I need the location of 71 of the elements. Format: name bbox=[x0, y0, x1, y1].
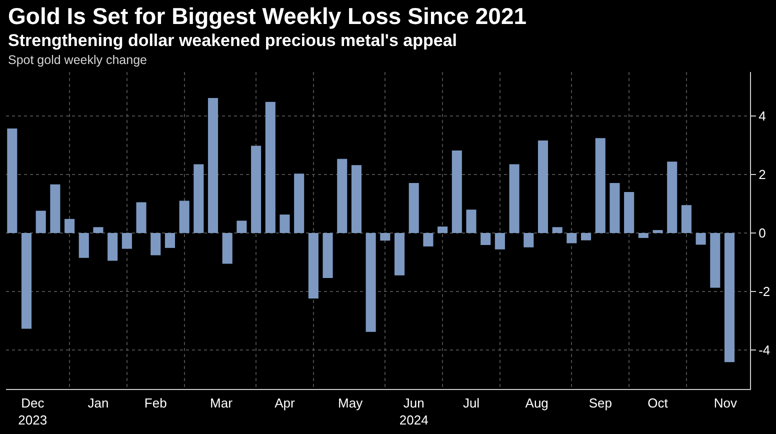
bar bbox=[164, 232, 175, 248]
bar bbox=[366, 232, 376, 332]
bar bbox=[524, 232, 534, 248]
bar bbox=[294, 174, 304, 233]
bar bbox=[322, 232, 333, 278]
bar bbox=[50, 184, 60, 233]
chart-subtitle: Strengthening dollar weakened precious metal's appeal bbox=[8, 31, 457, 50]
bar bbox=[236, 220, 247, 233]
bar bbox=[494, 232, 505, 250]
bar bbox=[179, 200, 190, 233]
bar bbox=[108, 232, 118, 261]
bar bbox=[652, 230, 663, 233]
bar bbox=[7, 128, 18, 233]
bar bbox=[552, 227, 562, 233]
bar bbox=[194, 164, 204, 233]
bar bbox=[337, 158, 348, 233]
bar bbox=[509, 164, 520, 233]
x-tick-label: Nov bbox=[714, 396, 738, 411]
bar bbox=[681, 205, 692, 233]
bar bbox=[265, 102, 276, 233]
x-tick-label: Jan bbox=[88, 396, 109, 411]
bar bbox=[696, 232, 706, 245]
bar bbox=[380, 232, 390, 241]
x-tick-label: Mar bbox=[210, 396, 234, 411]
bar bbox=[452, 150, 462, 233]
bar bbox=[438, 226, 448, 233]
y-tick-label: -4 bbox=[758, 342, 770, 358]
y-tick-label: 4 bbox=[758, 108, 766, 124]
bar bbox=[480, 232, 491, 245]
x-tick-label: Sep bbox=[588, 396, 612, 411]
bar bbox=[251, 146, 262, 233]
bar bbox=[710, 232, 720, 288]
bar bbox=[280, 214, 290, 233]
bar bbox=[581, 232, 592, 240]
bar bbox=[351, 165, 362, 233]
bar bbox=[566, 232, 577, 244]
x-tick-label: Feb bbox=[144, 396, 167, 411]
x-tick-label: Jun 2024 bbox=[399, 396, 428, 428]
bar bbox=[21, 232, 32, 329]
bar bbox=[624, 192, 634, 233]
bar bbox=[150, 232, 161, 256]
x-tick-label: May bbox=[338, 396, 364, 411]
chart-title: Gold Is Set for Biggest Weekly Loss Since 2021 bbox=[8, 3, 527, 29]
x-tick-label: Dec 2023 bbox=[18, 396, 48, 428]
bar bbox=[36, 210, 46, 233]
bar bbox=[667, 162, 678, 233]
bar bbox=[724, 232, 735, 362]
bar bbox=[394, 232, 405, 276]
bar bbox=[638, 232, 648, 238]
bar bbox=[222, 232, 232, 264]
bar bbox=[538, 140, 548, 233]
bar bbox=[64, 218, 75, 233]
bar bbox=[93, 227, 104, 233]
x-tick-label: Oct bbox=[648, 396, 668, 411]
bar bbox=[208, 98, 218, 233]
y-axis-title: Spot gold weekly change bbox=[8, 53, 148, 67]
bar bbox=[122, 232, 132, 249]
bar bbox=[595, 138, 606, 233]
bar bbox=[78, 232, 89, 258]
bar bbox=[423, 232, 434, 246]
bar bbox=[408, 182, 419, 233]
bar bbox=[136, 202, 146, 233]
x-tick-label: Aug bbox=[525, 396, 548, 411]
y-tick-label: 0 bbox=[758, 226, 766, 241]
x-tick-label: Apr bbox=[274, 396, 296, 411]
y-tick-label: -2 bbox=[758, 284, 770, 300]
x-tick-label: Jul bbox=[462, 396, 480, 411]
bar bbox=[308, 232, 318, 299]
bar bbox=[610, 182, 620, 233]
bar bbox=[466, 210, 476, 233]
y-tick-label: 2 bbox=[758, 167, 766, 182]
